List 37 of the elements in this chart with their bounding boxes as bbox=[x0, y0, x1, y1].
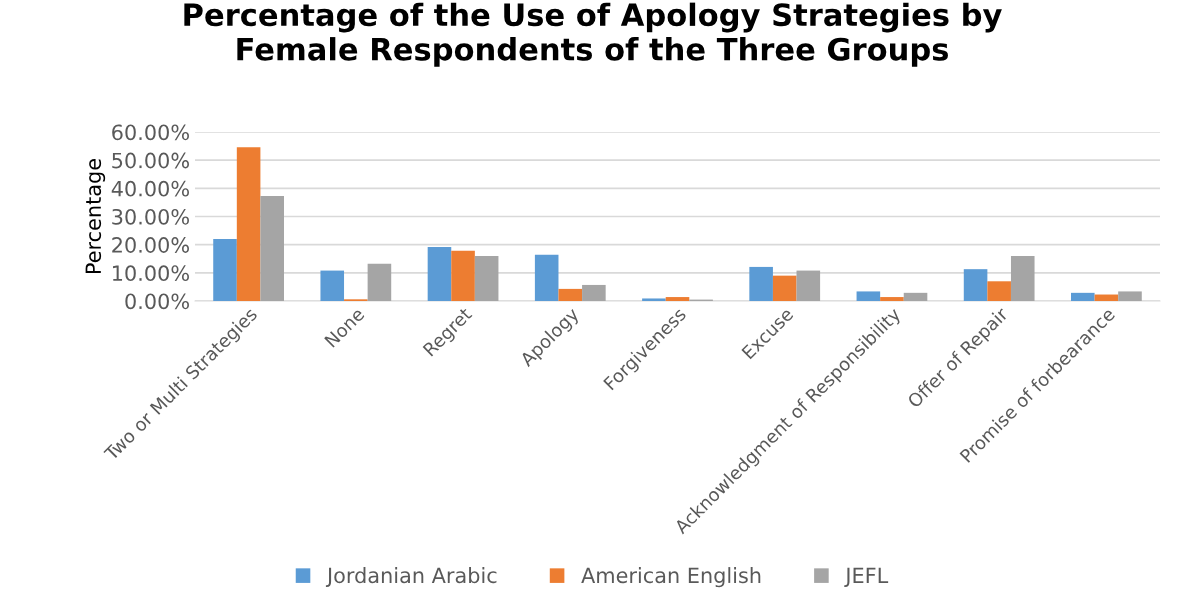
y-tick-label: 40.00% bbox=[111, 180, 189, 197]
bar bbox=[665, 297, 690, 301]
bar bbox=[796, 270, 821, 301]
bar bbox=[642, 298, 666, 301]
bar bbox=[749, 266, 773, 301]
y-tick-label: 10.00% bbox=[112, 265, 189, 282]
bar bbox=[427, 246, 452, 301]
y-tick-label: 0.00% bbox=[125, 293, 189, 310]
bar bbox=[856, 291, 881, 301]
y-axis-title: Percentage bbox=[85, 159, 106, 274]
bar bbox=[987, 281, 1011, 301]
bar bbox=[534, 254, 559, 301]
bar bbox=[474, 255, 499, 301]
y-tick-label: 20.00% bbox=[112, 237, 189, 253]
bar bbox=[963, 269, 988, 301]
legend-label: American English bbox=[581, 567, 761, 588]
bar bbox=[236, 147, 261, 301]
bar bbox=[451, 250, 475, 301]
y-tick-label: 30.00% bbox=[112, 208, 189, 225]
bar bbox=[1071, 292, 1095, 301]
chart-title: Percentage of the Use of Apology Strategies by Female Respondents of the Three Groups bbox=[184, 2, 1002, 67]
bar bbox=[1118, 291, 1142, 301]
legend-label: JEFL bbox=[844, 567, 889, 588]
bar bbox=[880, 297, 904, 301]
bar bbox=[213, 239, 237, 301]
bar bbox=[772, 275, 797, 301]
bar bbox=[260, 195, 284, 301]
bar bbox=[1094, 294, 1119, 301]
y-tick-label: 60.00% bbox=[112, 124, 189, 141]
bar bbox=[903, 292, 928, 301]
bar bbox=[1010, 255, 1035, 301]
bar bbox=[582, 284, 606, 301]
bar bbox=[320, 270, 345, 301]
legend-label: Jordanian Arabic bbox=[325, 567, 497, 588]
bar bbox=[367, 263, 392, 301]
bar bbox=[558, 288, 583, 301]
y-tick-label: 50.00% bbox=[112, 152, 189, 169]
